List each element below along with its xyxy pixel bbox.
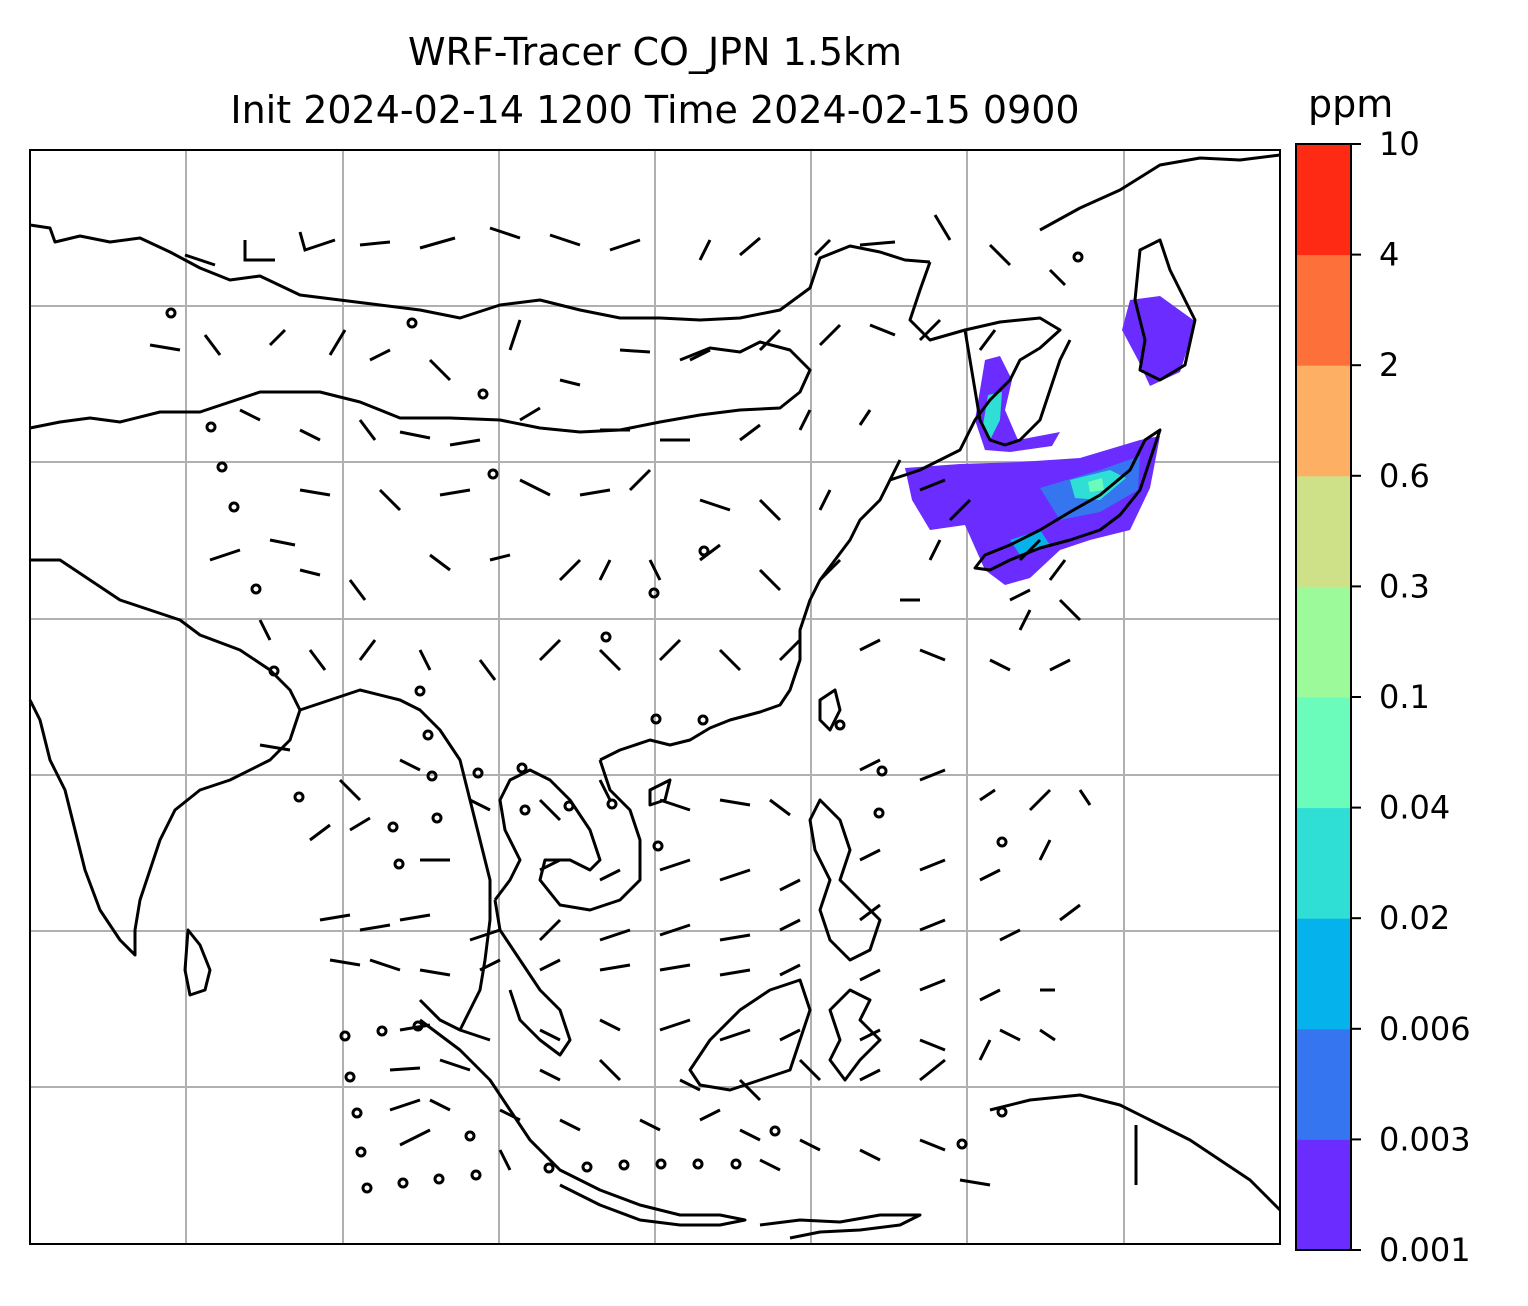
barb (888, 459, 1082, 631)
coast-korea (963, 329, 1072, 447)
colorbar-tick-label: 0.1 (1379, 678, 1430, 716)
colorbar-unit-label: ppm (1308, 82, 1394, 126)
barb (258, 619, 1071, 681)
colorbar-segment (1296, 1028, 1351, 1140)
map-panel (28, 149, 1282, 1245)
coast-taiwan (818, 688, 842, 732)
coast-hokkaido (1133, 238, 1197, 382)
coast-sulawesi (828, 988, 882, 1082)
barb (184, 214, 1067, 287)
barb (309, 816, 1052, 892)
plume-core-3 (1088, 478, 1104, 492)
coast-philippines (808, 798, 882, 962)
colorbar-segment (1296, 254, 1351, 366)
coast-yellow-sea (29, 340, 812, 434)
colorbar-tick-label: 0.6 (1379, 457, 1430, 495)
barb (239, 406, 872, 447)
coast-hainan (648, 778, 672, 807)
barb (389, 1098, 946, 1162)
barb (149, 318, 997, 387)
barb (399, 1128, 991, 1187)
plume-core-4 (1010, 530, 1050, 555)
plume-korea (975, 356, 1060, 452)
colorbar-tick-label: 0.3 (1379, 567, 1430, 605)
coast-borneo (688, 978, 812, 1092)
map-title-line1: WRF-Tracer CO_JPN 1.5km (407, 30, 903, 74)
coast-malay (493, 899, 572, 1057)
coast-indochina (493, 759, 642, 912)
coast-bay-of-bengal (299, 688, 492, 1032)
barb (319, 903, 1081, 942)
barb (259, 743, 1092, 822)
colorbar: 0.001 0.003 0.006 0.02 0.04 0.1 0.3 0.6 2 4 10 (1295, 125, 1471, 1269)
colorbar-segment (1296, 1139, 1351, 1251)
colorbar-segment (1296, 144, 1351, 256)
coast-srilanka (183, 928, 212, 997)
colorbar-tick-label: 0.04 (1379, 789, 1450, 827)
coastlines (28, 153, 1282, 1240)
barb (329, 958, 1055, 1002)
colorbar-tick-label: 4 (1379, 236, 1399, 274)
coast-new-guinea (989, 1093, 1282, 1212)
coast-sakhalin (1039, 153, 1281, 232)
barb (209, 538, 842, 601)
map-title-line2: Init 2024-02-14 1200 Time 2024-02-15 090… (230, 88, 1080, 132)
coast-japan-honshu (973, 428, 1162, 572)
colorbar-segment (1296, 697, 1351, 809)
colorbar-segment (1296, 918, 1351, 1030)
coast-china-east (599, 261, 1062, 762)
colorbar-segment (1296, 586, 1351, 698)
barb (389, 1039, 992, 1102)
colorbar-tick-label: 10 (1379, 125, 1420, 163)
calm-circles (165, 251, 1084, 1194)
wind-barbs (149, 214, 1092, 1187)
barb (299, 468, 832, 522)
colorbar-segment (1296, 365, 1351, 477)
colorbar-segment (1296, 475, 1351, 587)
colorbar-tick-label: 0.006 (1379, 1010, 1471, 1048)
colorbar-tick-label: 2 (1379, 346, 1399, 384)
coast-small-islands (759, 1213, 922, 1240)
coast-north-china (29, 223, 931, 322)
colorbar-segment (1296, 807, 1351, 919)
colorbar-tick-label: 0.02 (1379, 899, 1450, 937)
colorbar-tick-label: 0.001 (1379, 1231, 1471, 1269)
coast-india (28, 558, 302, 957)
map-frame (29, 149, 1281, 1245)
colorbar-tick-label: 0.003 (1379, 1120, 1471, 1158)
coast-sumatra (419, 1018, 747, 1227)
